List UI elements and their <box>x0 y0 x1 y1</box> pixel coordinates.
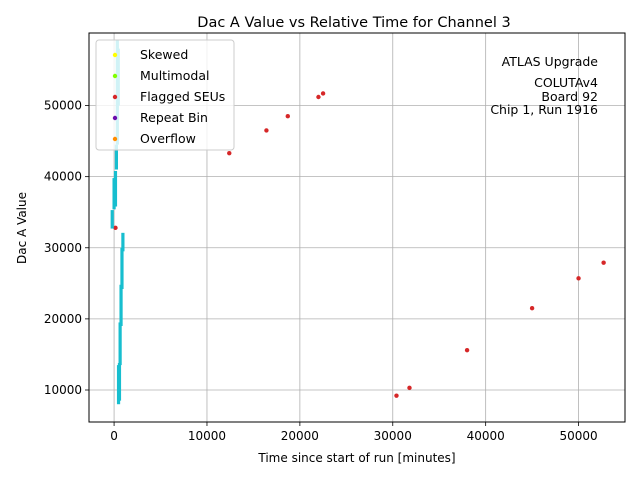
legend-label-repeat-bin: Repeat Bin <box>140 110 208 125</box>
data-point <box>113 225 118 231</box>
grid <box>89 33 625 422</box>
legend-label-overflow: Overflow <box>140 131 196 146</box>
y-tick-label: 40000 <box>44 170 82 184</box>
data-point <box>285 114 290 119</box>
annotation-line-3: Board 92 <box>541 89 598 104</box>
legend-entry-skewed: Skewed <box>112 47 188 62</box>
annotation-line-4: Chip 1, Run 1916 <box>490 102 598 117</box>
legend-marker-repeat-bin <box>112 115 118 121</box>
legend-marker-flagged-seus <box>112 94 118 100</box>
annotation: ATLAS Upgrade COLUTAv4 Board 92 Chip 1, … <box>490 54 598 117</box>
data-point <box>316 94 321 100</box>
x-tick-label: 30000 <box>374 429 412 443</box>
data-point <box>394 393 399 398</box>
legend-marker-skewed <box>112 52 118 58</box>
x-tick-label: 0 <box>110 429 118 443</box>
y-tick-label: 10000 <box>44 383 82 397</box>
legend: Skewed Multimodal Flagged SEUs Repeat Bi… <box>95 39 235 151</box>
y-tick-label: 20000 <box>44 312 82 326</box>
y-tick-label: 50000 <box>44 99 82 113</box>
legend-entry-overflow: Overflow <box>112 131 196 146</box>
data-point <box>264 128 269 133</box>
y-axis-ticks: 10000 20000 30000 40000 50000 <box>44 99 89 397</box>
annotation-line-2: COLUTAv4 <box>534 75 598 90</box>
legend-marker-overflow <box>112 136 118 142</box>
data-point <box>464 347 470 353</box>
x-axis-label: Time since start of run [minutes] <box>257 451 455 465</box>
legend-label-multimodal: Multimodal <box>140 68 209 83</box>
x-tick-label: 10000 <box>188 429 226 443</box>
legend-entry-flagged-seus: Flagged SEUs <box>112 89 225 104</box>
legend-label-skewed: Skewed <box>140 47 188 62</box>
y-axis-label: Dac A Value <box>15 192 29 264</box>
data-point <box>601 260 606 265</box>
data-point <box>320 91 326 96</box>
x-tick-label: 40000 <box>467 429 505 443</box>
annotation-line-1: ATLAS Upgrade <box>502 54 599 69</box>
x-tick-label: 20000 <box>281 429 319 443</box>
legend-entry-multimodal: Multimodal <box>112 68 209 83</box>
x-axis-ticks: 0 10000 20000 30000 40000 50000 <box>110 422 598 443</box>
chart-title: Dac A Value vs Relative Time for Channel… <box>197 15 510 31</box>
plot-frame <box>88 32 626 423</box>
data-point <box>227 150 232 156</box>
x-tick-label: 50000 <box>559 429 597 443</box>
data-point <box>529 306 535 311</box>
data-point <box>576 276 581 281</box>
legend-entry-repeat-bin: Repeat Bin <box>112 110 208 125</box>
data-point <box>407 385 412 391</box>
legend-box <box>95 39 235 151</box>
legend-label-flagged-seus: Flagged SEUs <box>140 89 225 104</box>
legend-marker-multimodal <box>112 73 118 79</box>
y-tick-label: 30000 <box>44 241 82 255</box>
